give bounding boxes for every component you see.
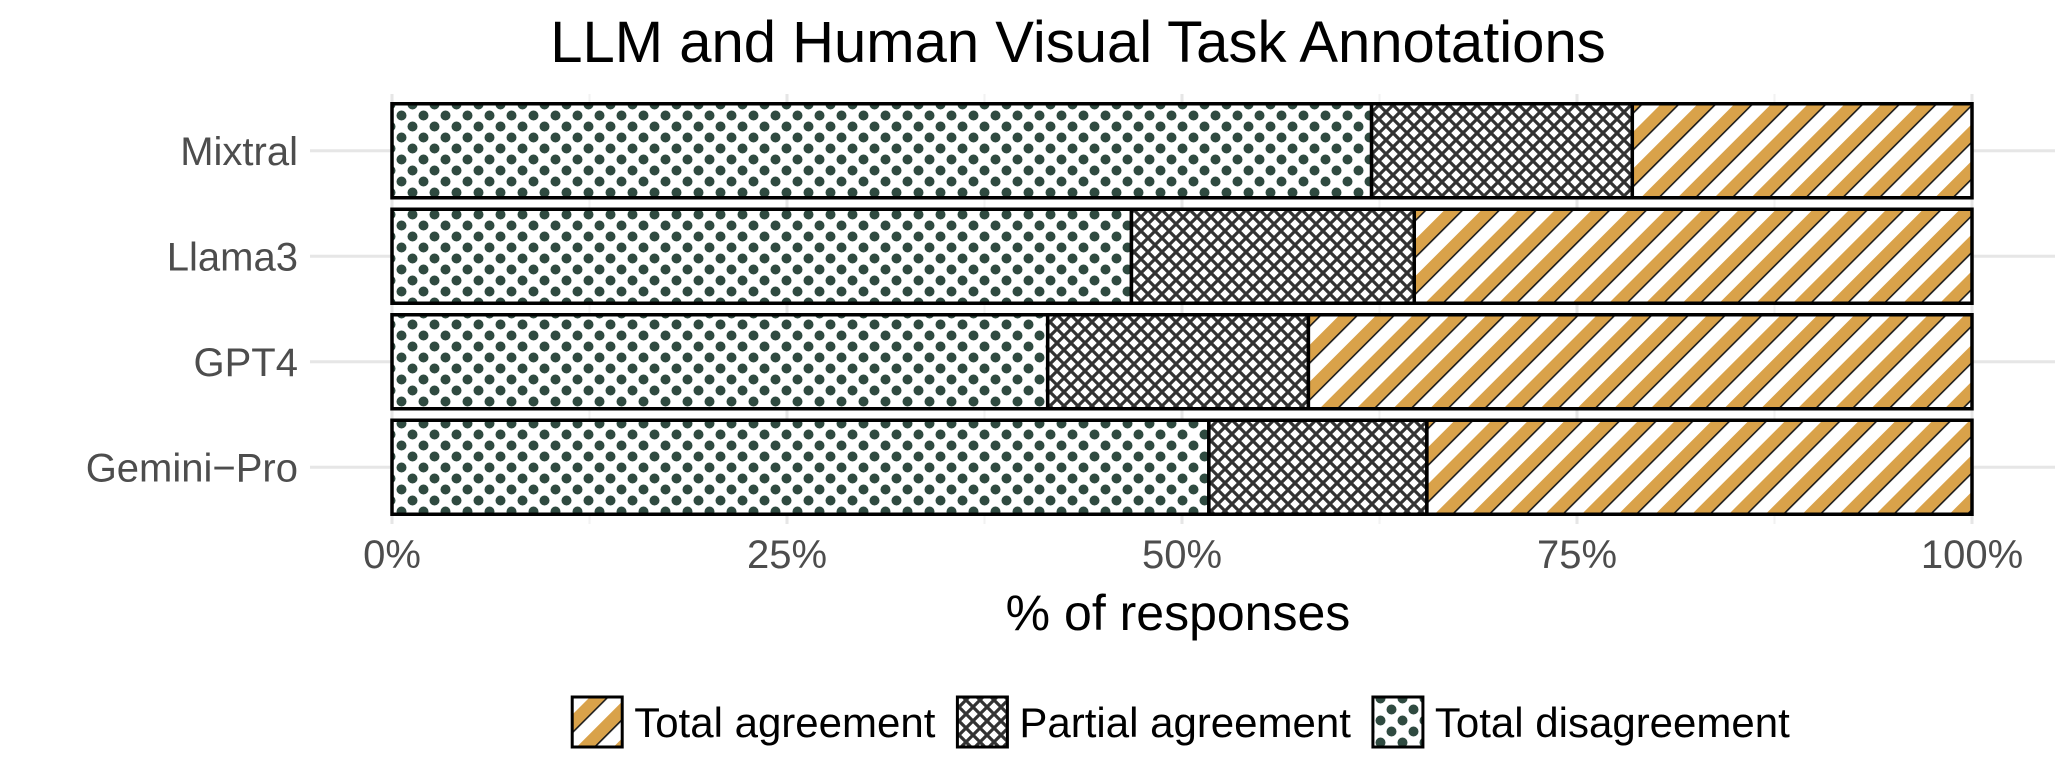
category-label: Mixtral bbox=[180, 130, 298, 174]
legend-label: Total agreement bbox=[634, 699, 936, 746]
bar-partial-agreement-mixtral bbox=[1369, 102, 1635, 200]
category-label: GPT4 bbox=[194, 341, 298, 385]
x-tick-label: 0% bbox=[363, 533, 421, 577]
bar-partial-agreement-gemini-pro bbox=[1207, 418, 1429, 516]
bar-total-disagreement-llama3 bbox=[390, 207, 1134, 305]
x-axis-title: % of responses bbox=[1006, 585, 1351, 641]
bars-group bbox=[390, 102, 1974, 516]
legend-label: Total disagreement bbox=[1435, 699, 1790, 746]
bar-total-agreement-mixtral bbox=[1630, 102, 1974, 200]
bar-total-disagreement-gpt4 bbox=[390, 313, 1050, 411]
x-tick-label: 100% bbox=[1921, 533, 2023, 577]
legend-item: Total disagreement bbox=[1371, 695, 1790, 749]
bar-partial-agreement-llama3 bbox=[1129, 207, 1417, 305]
bar-total-agreement-llama3 bbox=[1412, 207, 1974, 305]
category-labels: Mixtral Llama3 GPT4 Gemini−Pro bbox=[86, 130, 298, 491]
legend: Total agreement Partial agreement Total di… bbox=[570, 695, 1790, 749]
legend-item: Total agreement bbox=[570, 695, 936, 749]
x-tick-label: 50% bbox=[1142, 533, 1222, 577]
category-label: Gemini−Pro bbox=[86, 446, 298, 490]
legend-key-stripes bbox=[570, 695, 624, 749]
bar-total-agreement-gpt4 bbox=[1306, 313, 1974, 411]
bar-total-agreement-gemini-pro bbox=[1425, 418, 1974, 516]
x-tick-labels: 0% 25% 50% 75% 100% bbox=[363, 533, 2023, 577]
x-tick-label: 25% bbox=[747, 533, 827, 577]
legend-item: Partial agreement bbox=[955, 695, 1351, 749]
chart-title: LLM and Human Visual Task Annotations bbox=[550, 10, 1605, 75]
legend-key-crosshatch bbox=[955, 695, 1009, 749]
x-tick-label: 75% bbox=[1537, 533, 1617, 577]
legend-label: Partial agreement bbox=[1019, 699, 1351, 746]
category-label: Llama3 bbox=[167, 235, 298, 279]
bar-total-disagreement-gemini-pro bbox=[390, 418, 1211, 516]
bar-total-disagreement-mixtral bbox=[390, 102, 1374, 200]
legend-key-dots bbox=[1371, 695, 1425, 749]
bar-partial-agreement-gpt4 bbox=[1045, 313, 1311, 411]
